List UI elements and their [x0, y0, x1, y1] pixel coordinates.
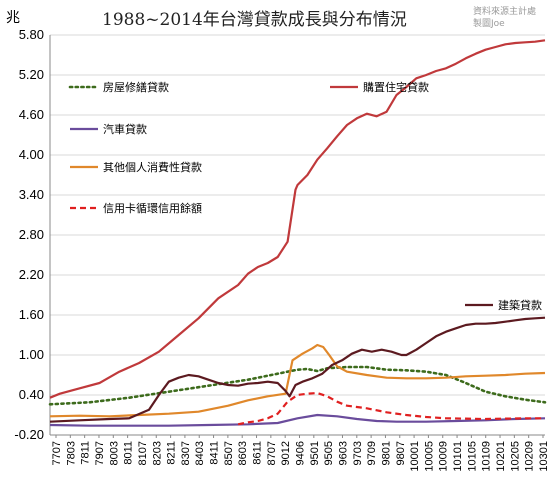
x-tick-label: 10209: [524, 441, 536, 472]
y-axis-unit: 兆: [6, 10, 20, 26]
x-tick-label: 9012: [280, 441, 292, 465]
x-tick-label: 10005: [423, 441, 435, 472]
series-line-1: [49, 39, 546, 399]
x-tick-label: 8411: [209, 441, 221, 465]
x-tick-label: 9406: [295, 441, 307, 465]
x-tick-label: 8507: [223, 441, 235, 465]
chart-title: 1988~2014年台灣貸款成長與分布情況: [102, 10, 407, 30]
x-tick-label: 8203: [151, 441, 163, 465]
source-note: 資料來源主計處 製圖Joe: [473, 6, 536, 30]
x-tick-label: 9501: [309, 441, 321, 465]
series-line-0: [48, 365, 547, 406]
x-tick-label: 10009: [438, 441, 450, 472]
legend-label-5: 建築貸款: [498, 298, 542, 312]
x-tick-label: 8307: [180, 441, 192, 465]
x-tick-label: 9807: [395, 441, 407, 465]
series-line-2: [49, 413, 546, 427]
y-tick-label: 1.00: [19, 347, 44, 362]
source-line-1: 資料來源主計處: [473, 7, 537, 17]
x-tick-label: 10101: [452, 441, 464, 472]
x-tick-label: 8707: [266, 441, 278, 465]
x-tick-label: 8211: [166, 441, 178, 465]
x-tick-label: 10205: [509, 441, 521, 472]
x-tick-label: 10109: [481, 441, 493, 472]
x-tick-label: 7707: [51, 441, 63, 465]
x-tick-label: 9603: [337, 441, 349, 465]
y-tick-label: 1.60: [19, 307, 44, 322]
x-tick-label: 8603: [237, 441, 249, 465]
series-line-4: [237, 391, 545, 426]
legend-label-3: 其他個人消費性貸款: [103, 160, 202, 174]
y-tick-label: 3.40: [19, 187, 44, 202]
x-tick-label: 8011: [123, 441, 135, 465]
x-tick-label: 8403: [194, 441, 206, 465]
legend-label-0: 房屋修繕貸款: [103, 80, 169, 94]
y-tick-label: 5.20: [19, 67, 44, 82]
x-tick-label: 10301: [538, 441, 550, 472]
y-tick-label: 4.00: [19, 147, 44, 162]
x-tick-label: 9703: [352, 441, 364, 465]
x-tick-label: 7803: [65, 441, 77, 465]
x-tick-label: 8003: [108, 441, 120, 465]
x-tick-label: 10201: [495, 441, 507, 472]
x-tick-label: 9505: [323, 441, 335, 465]
x-tick-label: 9801: [380, 441, 392, 465]
series-line-3: [49, 343, 546, 418]
y-tick-label: 2.80: [19, 227, 44, 242]
x-tick-label: 7811: [80, 441, 92, 465]
x-tick-label: 8107: [137, 441, 149, 465]
legend-label-1: 購置住宅貸款: [363, 80, 429, 94]
y-tick-label: 4.60: [19, 107, 44, 122]
series-line-5: [49, 316, 546, 423]
y-tick-label: 0.40: [19, 387, 44, 402]
y-tick-label: 5.80: [19, 27, 44, 42]
legend-label-4: 信用卡循環信用餘額: [103, 201, 202, 215]
source-line-2: 製圖Joe: [473, 19, 505, 29]
x-tick-label: 8611: [252, 441, 264, 465]
x-tick-label: 10001: [409, 441, 421, 472]
x-tick-label: 7907: [94, 441, 106, 465]
legend-label-2: 汽車貸款: [103, 122, 147, 136]
x-tick-label: 9709: [366, 441, 378, 465]
y-tick-label: -0.20: [14, 427, 44, 442]
y-tick-label: 2.20: [19, 267, 44, 282]
x-tick-label: 10105: [466, 441, 478, 472]
